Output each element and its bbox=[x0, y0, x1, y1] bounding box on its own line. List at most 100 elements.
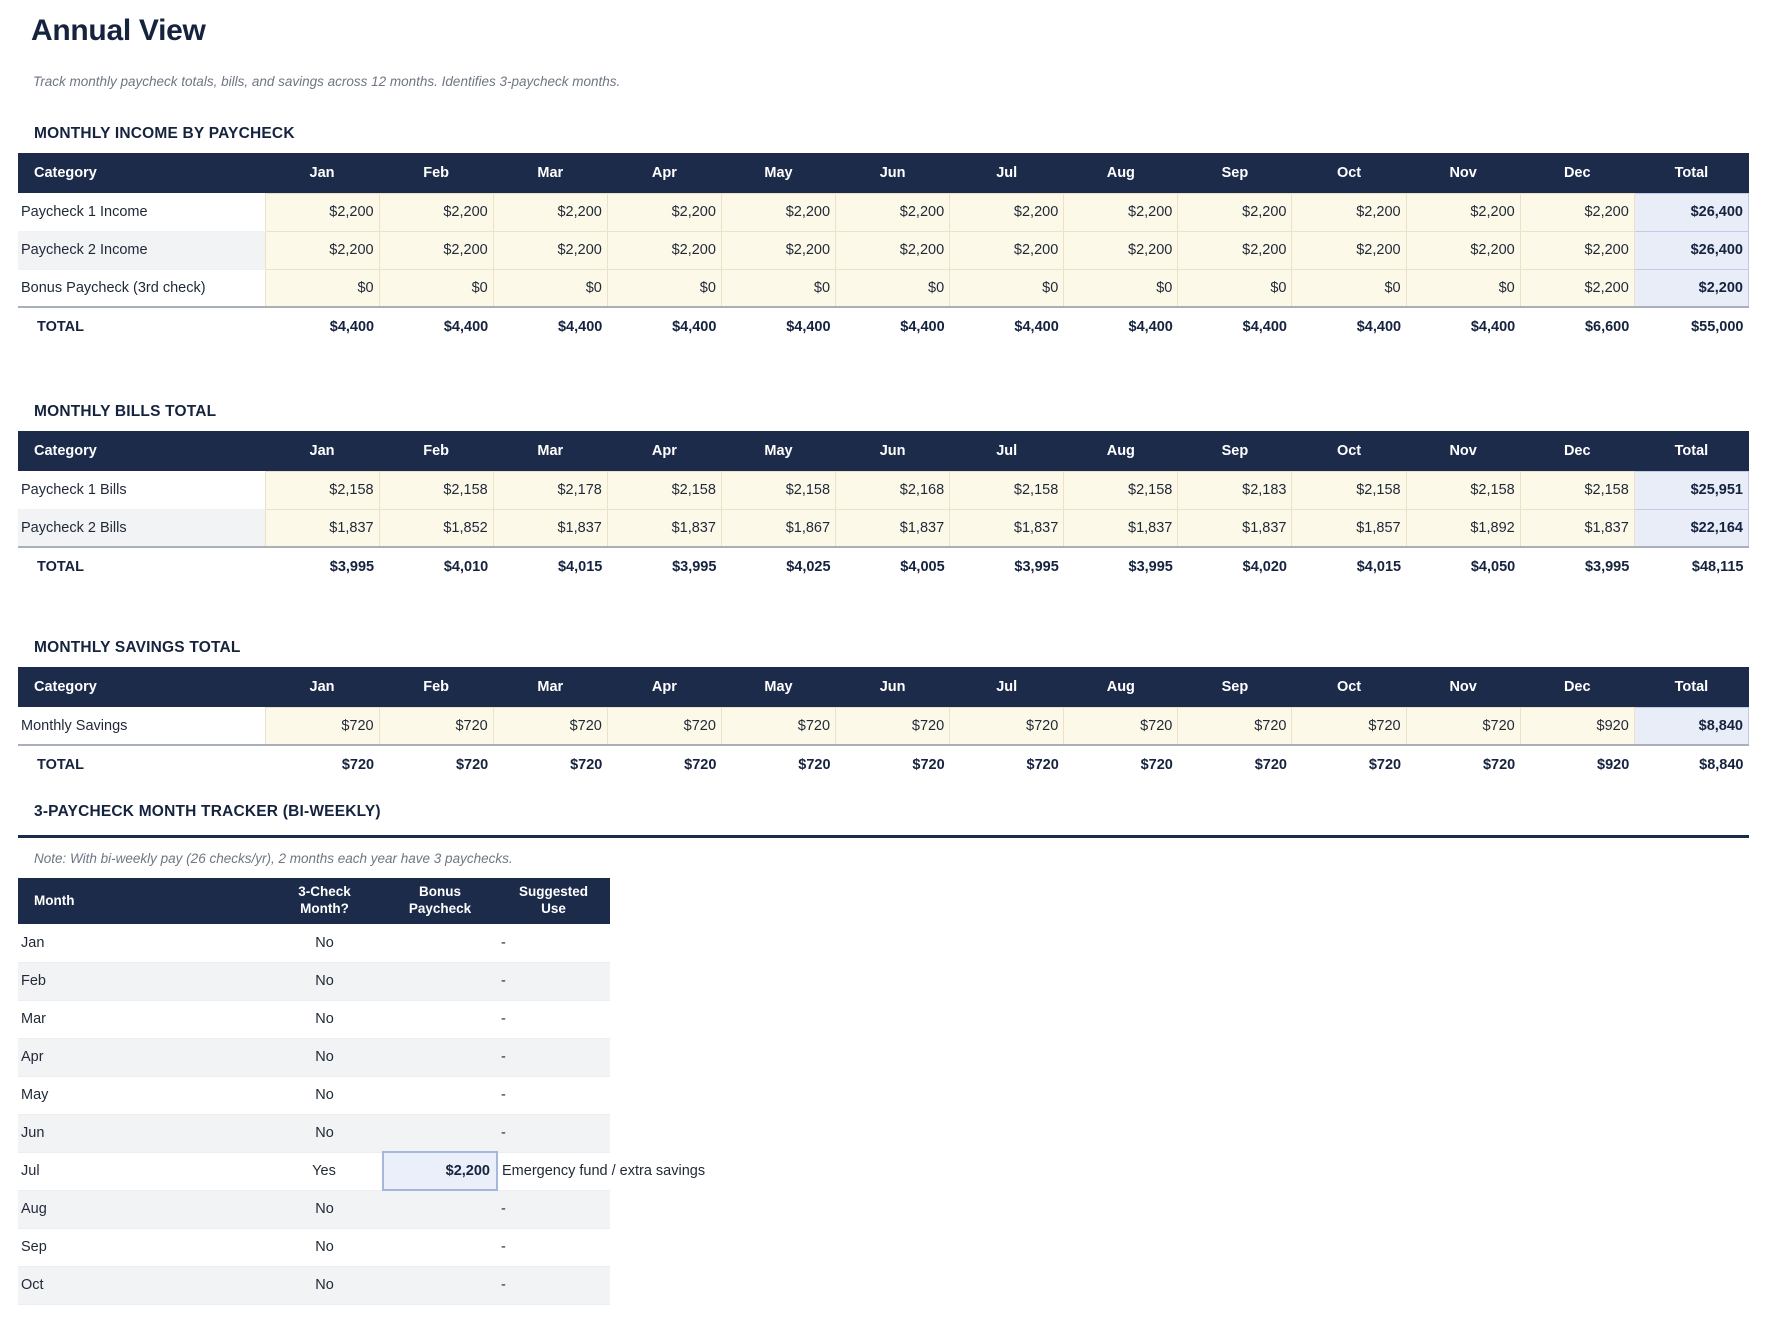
month-value-cell: $2,200 bbox=[264, 230, 380, 270]
three-check-cell: No bbox=[266, 924, 383, 963]
month-value-cell: $2,200 bbox=[949, 192, 1065, 232]
category-cell: Paycheck 1 Income bbox=[18, 193, 265, 232]
total-row: TOTAL $720 $720 $720 $720 $720 $720 $720 $720 $72… bbox=[18, 744, 1749, 783]
total-row-label: TOTAL bbox=[18, 744, 265, 783]
category-cell: Paycheck 2 Income bbox=[18, 231, 265, 270]
month-value-cell: $1,837 bbox=[1177, 508, 1293, 548]
month-value-cell: $0 bbox=[1291, 268, 1407, 308]
total-month-cell: $4,400 bbox=[265, 306, 380, 345]
section-title-savings: Monthly Savings Total bbox=[34, 639, 241, 656]
month-value-cell: $2,158 bbox=[720, 470, 837, 510]
row-total-cell: $26,400 bbox=[1633, 192, 1750, 232]
page-subtitle: Track monthly paycheck totals, bills, an… bbox=[33, 74, 621, 89]
month-column-header: Aug bbox=[1063, 667, 1178, 707]
month-column-header: Nov bbox=[1406, 431, 1521, 471]
month-value-cell: $2,200 bbox=[949, 230, 1065, 270]
total-month-cell: $4,005 bbox=[835, 546, 950, 585]
month-value-cell: $2,200 bbox=[606, 192, 722, 232]
month-value-cell: $720 bbox=[949, 706, 1065, 746]
bills-table: Category Jan Feb Mar Apr May Jun Jul Aug Sep Oct No… bbox=[18, 431, 1750, 585]
annual-view-page: Annual View Track monthly paycheck total… bbox=[0, 14, 1769, 1305]
suggested-use-cell: Emergency fund / extra savings bbox=[497, 1152, 705, 1191]
row-total-cell: $22,164 bbox=[1633, 508, 1750, 548]
month-column-header: Month bbox=[18, 878, 266, 924]
category-column-header: Category bbox=[18, 667, 265, 707]
month-value-cell: $2,200 bbox=[1519, 192, 1635, 232]
savings-table: Category Jan Feb Mar Apr May Jun Jul Aug Sep Oct No… bbox=[18, 667, 1750, 783]
total-month-cell: $3,995 bbox=[949, 546, 1064, 585]
month-value-cell: $2,200 bbox=[1519, 230, 1635, 270]
month-value-cell: $2,200 bbox=[1519, 268, 1635, 308]
header-row: Category Jan Feb Mar Apr May Jun Jul Aug Sep Oct No… bbox=[18, 431, 1749, 471]
total-column-header: Total bbox=[1634, 431, 1749, 471]
total-month-cell: $4,400 bbox=[1177, 306, 1292, 345]
total-month-cell: $720 bbox=[265, 744, 380, 783]
three-check-cell: No bbox=[266, 962, 383, 1001]
tracker-month-cell: May bbox=[18, 1076, 266, 1115]
bonus-paycheck-cell bbox=[383, 1114, 497, 1153]
total-month-cell: $4,400 bbox=[949, 306, 1064, 345]
three-check-cell: No bbox=[266, 1038, 383, 1077]
month-value-cell: $2,178 bbox=[492, 470, 608, 510]
bonus-paycheck-cell bbox=[383, 1266, 497, 1305]
month-column-header: Aug bbox=[1063, 431, 1178, 471]
tracker-row: Apr No - bbox=[18, 1038, 610, 1077]
tracker-month-cell: Oct bbox=[18, 1266, 266, 1305]
bonus-paycheck-cell bbox=[383, 962, 497, 1001]
month-column-header: Sep bbox=[1177, 153, 1292, 193]
month-column-header: Nov bbox=[1406, 667, 1521, 707]
month-value-cell: $720 bbox=[1291, 706, 1407, 746]
tracker-header-row: Month 3-Check Month? Bonus Paycheck Suggest… bbox=[18, 878, 610, 924]
month-value-cell: $720 bbox=[492, 706, 608, 746]
table-row: Paycheck 2 Bills $1,837 $1,852 $1,837 $1,837… bbox=[18, 508, 1750, 548]
month-value-cell: $2,158 bbox=[1063, 470, 1179, 510]
tracker-row: Oct No - bbox=[18, 1266, 610, 1305]
month-value-cell: $720 bbox=[264, 706, 380, 746]
month-value-cell: $2,158 bbox=[1291, 470, 1407, 510]
total-month-cell: $720 bbox=[607, 744, 722, 783]
month-value-cell: $2,200 bbox=[1291, 230, 1407, 270]
month-value-cell: $720 bbox=[606, 706, 722, 746]
month-value-cell: $2,200 bbox=[835, 192, 951, 232]
three-check-cell: Yes bbox=[266, 1152, 383, 1191]
section-title-income: Monthly Income by Paycheck bbox=[34, 125, 295, 142]
category-cell: Bonus Paycheck (3rd check) bbox=[18, 269, 265, 308]
category-column-header: Category bbox=[18, 431, 265, 471]
month-column-header: Jun bbox=[835, 153, 950, 193]
month-value-cell: $2,200 bbox=[606, 230, 722, 270]
total-month-cell: $920 bbox=[1520, 744, 1635, 783]
month-value-cell: $0 bbox=[835, 268, 951, 308]
month-value-cell: $720 bbox=[835, 706, 951, 746]
month-value-cell: $2,200 bbox=[492, 192, 608, 232]
category-cell: Paycheck 1 Bills bbox=[18, 471, 265, 510]
tracker-row: Feb No - bbox=[18, 962, 610, 1001]
total-month-cell: $4,015 bbox=[1291, 546, 1407, 585]
total-month-cell: $3,995 bbox=[1520, 546, 1635, 585]
tracker-note: Note: With bi-weekly pay (26 checks/yr),… bbox=[34, 851, 513, 866]
month-value-cell: $2,200 bbox=[1177, 230, 1293, 270]
month-value-cell: $2,158 bbox=[378, 470, 494, 510]
month-value-cell: $2,200 bbox=[378, 230, 494, 270]
total-month-cell: $720 bbox=[493, 744, 608, 783]
total-row-label: TOTAL bbox=[18, 546, 265, 585]
month-value-cell: $2,200 bbox=[1063, 230, 1179, 270]
tracker-month-cell: Feb bbox=[18, 962, 266, 1001]
tracker-month-cell: Mar bbox=[18, 1000, 266, 1039]
total-month-cell: $4,020 bbox=[1177, 546, 1292, 585]
tracker-section-divider bbox=[18, 835, 1749, 838]
three-check-column-header: 3-Check Month? bbox=[266, 878, 383, 924]
month-column-header: Mar bbox=[493, 431, 608, 471]
table-row: Monthly Savings $720 $720 $720 $720 $720 $720 $… bbox=[18, 706, 1750, 746]
month-value-cell: $0 bbox=[264, 268, 380, 308]
row-total-cell: $8,840 bbox=[1633, 706, 1750, 746]
income-table: Category Jan Feb Mar Apr May Jun Jul Aug Sep Oct No… bbox=[18, 153, 1750, 345]
total-row-label: TOTAL bbox=[18, 306, 265, 345]
table-row: Paycheck 1 Bills $2,158 $2,158 $2,178 $2,158… bbox=[18, 470, 1750, 510]
month-value-cell: $2,200 bbox=[492, 230, 608, 270]
month-value-cell: $0 bbox=[606, 268, 722, 308]
month-value-cell: $2,158 bbox=[606, 470, 722, 510]
month-column-header: Dec bbox=[1520, 431, 1635, 471]
section-title-tracker: 3-Paycheck Month Tracker (Bi-Weekly) bbox=[34, 803, 381, 820]
month-column-header: Jun bbox=[835, 667, 950, 707]
month-value-cell: $1,867 bbox=[720, 508, 837, 548]
